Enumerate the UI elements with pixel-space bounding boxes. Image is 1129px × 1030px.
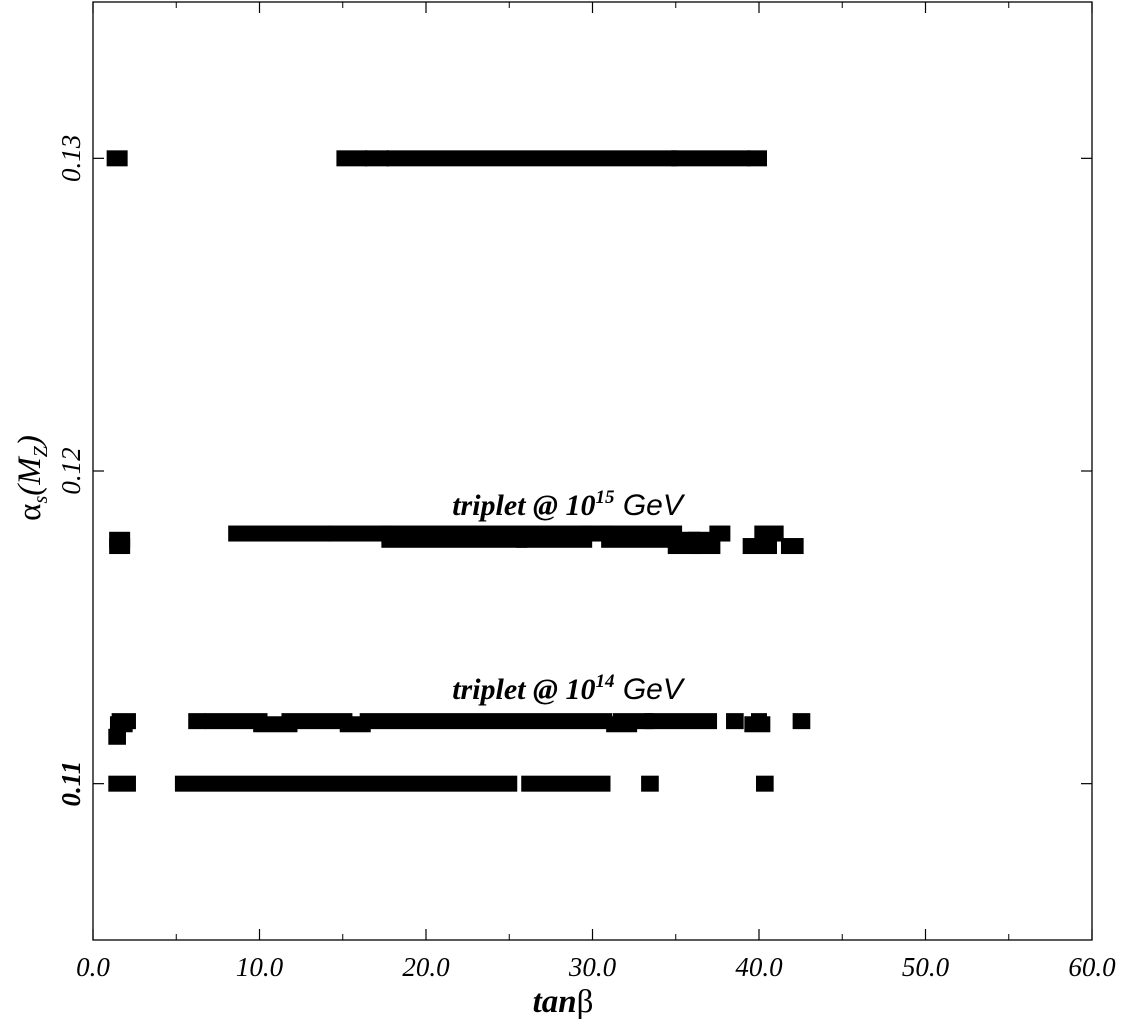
data-point-run (755, 775, 774, 792)
annotation-triplet-15-post: GeV (614, 489, 685, 522)
annotation-triplet-14: triplet @ 1014 GeV (452, 671, 686, 706)
y-tick-labels: 0.11 0.12 0.13 (56, 135, 86, 807)
data-point-run (606, 716, 638, 733)
data-point-run (726, 713, 744, 730)
data-point-run (386, 150, 678, 167)
y-tick-label: 0.12 (56, 447, 86, 494)
annotation-triplet-15-pre: triplet @ 10 (452, 489, 595, 522)
data-point-run (694, 538, 721, 555)
x-tick-label: 30.0 (568, 952, 617, 982)
data-point-run (754, 525, 784, 542)
data-point-run (108, 728, 126, 745)
axis-ticks (92, 2, 1093, 940)
data-point-run (228, 525, 331, 542)
data-point-run (792, 713, 811, 730)
data-point-run (359, 713, 613, 730)
y-axis-title-mid: (M (12, 456, 48, 496)
x-tick-label: 0.0 (76, 952, 110, 982)
data-point-run (188, 713, 206, 730)
data-point-run (364, 150, 390, 167)
data-point-run (521, 775, 611, 792)
annotation-triplet-14-pre: triplet @ 10 (452, 673, 595, 706)
data-point-run (709, 525, 731, 542)
x-tick-label: 50.0 (902, 952, 950, 982)
y-axis-title: αs(MZ) (12, 435, 52, 521)
plot-frame (92, 1, 1093, 941)
data-point-run (328, 525, 393, 542)
data-point-run (747, 150, 767, 167)
data-point-run (381, 531, 528, 548)
data-point-run (742, 538, 777, 555)
data-point-run (106, 150, 128, 167)
data-point-run (253, 716, 298, 733)
x-axis-title-beta: β (577, 984, 594, 1020)
data-point-run (281, 713, 353, 730)
data-point-run (667, 538, 699, 555)
annotation-triplet-15: triplet @ 1015 GeV (452, 487, 686, 522)
y-axis-title-end: ) (12, 435, 48, 448)
y-axis-title-sub-s: s (30, 496, 52, 504)
x-tick-label: 10.0 (236, 952, 284, 982)
annotation-triplet-14-post: GeV (614, 673, 685, 706)
y-axis-title-sub-z: Z (30, 445, 52, 457)
data-point-run (174, 775, 518, 792)
data-point-run (780, 538, 804, 555)
data-point-run (644, 713, 718, 730)
data-point-run (671, 150, 751, 167)
data-point-run (204, 713, 268, 730)
data-point-run (744, 716, 771, 733)
data-point-run (109, 716, 133, 733)
y-axis-title-alpha: α (12, 504, 48, 521)
data-point-run (641, 775, 659, 792)
x-tick-label: 60.0 (1068, 952, 1116, 982)
data-point-run (516, 531, 593, 548)
x-tick-label: 20.0 (402, 952, 450, 982)
data-point-run (336, 150, 368, 167)
data-marks (106, 150, 811, 792)
x-axis-title: tanβ (533, 984, 594, 1020)
y-tick-label: 0.13 (56, 135, 86, 182)
x-tick-labels: 0.0 10.0 20.0 30.0 40.0 50.0 60.0 (76, 952, 1116, 982)
x-tick-label: 40.0 (735, 952, 783, 982)
data-point-run (109, 538, 131, 555)
data-point-run (339, 716, 371, 733)
y-tick-label: 0.11 (56, 761, 86, 807)
annotation-triplet-14-sup: 14 (595, 671, 614, 692)
data-point-run (108, 775, 136, 792)
annotation-triplet-15-sup: 15 (595, 487, 615, 508)
x-axis-title-tan: tan (533, 984, 577, 1020)
